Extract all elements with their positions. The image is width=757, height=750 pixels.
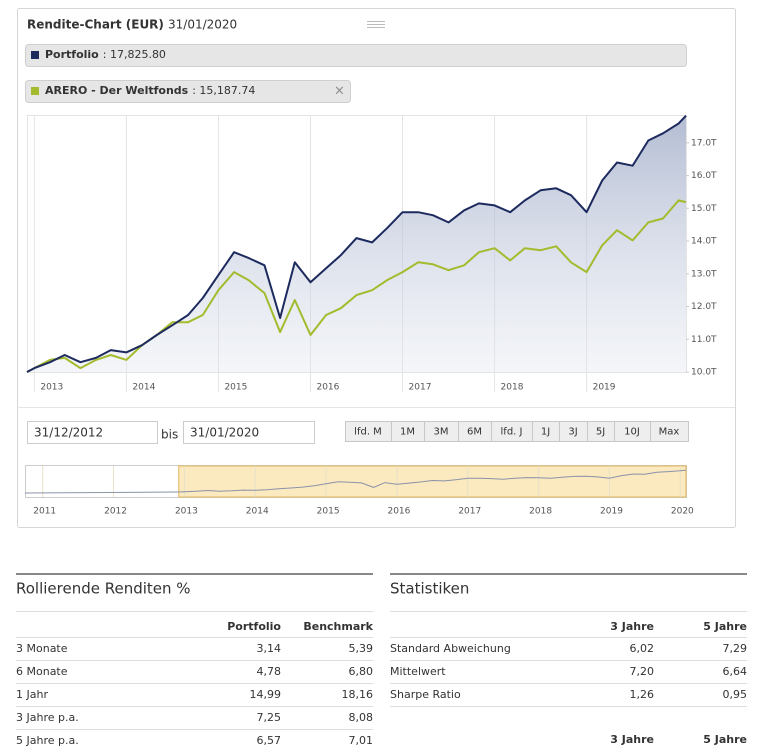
- navigator-tick-label: 2019: [600, 507, 623, 517]
- chart-title: Rendite-Chart (EUR): [27, 18, 164, 32]
- legend-swatch: [31, 51, 39, 59]
- range-button-label: 5J: [596, 427, 605, 438]
- x-tick-label: 2015: [224, 383, 247, 393]
- y-tick-label: 16.0T: [691, 171, 717, 181]
- navigator-tick-label: 2020: [671, 507, 694, 517]
- x-tick-label: 2017: [409, 383, 432, 393]
- row-label: 3 Jahre p.a.: [16, 711, 79, 724]
- column-header: 5 Jahre: [703, 733, 747, 746]
- range-button-label: 1J: [541, 427, 550, 438]
- navigator-tick-label: 2013: [175, 507, 198, 517]
- table-value: 1,26: [630, 688, 655, 701]
- table-value: 8,08: [349, 711, 374, 724]
- x-tick-label: 2013: [40, 383, 63, 393]
- y-tick-label: 12.0T: [691, 302, 717, 312]
- range-button-label: 10J: [624, 427, 640, 438]
- table-title: Rollierende Renditen %: [16, 580, 191, 598]
- row-label: Sharpe Ratio: [390, 688, 461, 701]
- to-date: 31/01/2020: [190, 426, 259, 440]
- legend-name: Portfolio: [45, 48, 99, 61]
- column-header: 3 Jahre: [610, 620, 654, 633]
- x-tick-label: 2019: [593, 383, 616, 393]
- navigator-tick-label: 2014: [246, 507, 269, 517]
- y-tick-label: 15.0T: [691, 204, 717, 214]
- separator-label: bis: [161, 428, 178, 442]
- from-date: 31/12/2012: [34, 426, 103, 440]
- legend-swatch: [31, 87, 39, 95]
- date-input[interactable]: [183, 421, 315, 444]
- navigator-tick-label: 2015: [317, 507, 340, 517]
- legend-value: : 15,187.74: [192, 84, 255, 97]
- table-value: 14,99: [250, 688, 282, 701]
- x-tick-label: 2018: [501, 383, 524, 393]
- column-header: 3 Jahre: [610, 733, 654, 746]
- column-header: Benchmark: [303, 620, 373, 633]
- table-value: 6,02: [630, 642, 655, 655]
- legend-name: ARERO - Der Weltfonds: [45, 84, 189, 97]
- table-value: 6,57: [257, 734, 282, 747]
- date-input[interactable]: [27, 421, 158, 444]
- table-value: 4,78: [257, 665, 282, 678]
- row-label: Mittelwert: [390, 665, 446, 678]
- table-value: 7,01: [349, 734, 374, 747]
- range-button-label: 1M: [400, 427, 415, 438]
- x-tick-label: 2014: [132, 383, 155, 393]
- column-header: 5 Jahre: [703, 620, 747, 633]
- range-button-label: Max: [659, 427, 680, 438]
- area: [27, 115, 686, 372]
- chart-date: 31/01/2020: [168, 18, 237, 32]
- navigator-flat: [24, 491, 179, 494]
- y-tick-label: 11.0T: [691, 335, 717, 345]
- close-icon[interactable]: ×: [334, 84, 345, 99]
- y-tick-label: 17.0T: [691, 138, 717, 148]
- x-tick-label: 2016: [316, 383, 339, 393]
- y-tick-label: 14.0T: [691, 237, 717, 247]
- table-value: 0,95: [723, 688, 748, 701]
- column-header: Portfolio: [227, 620, 281, 633]
- range-button-label: 3M: [434, 427, 449, 438]
- y-tick-label: 10.0T: [691, 368, 717, 378]
- table-value: 6,80: [349, 665, 374, 678]
- navigator-selection: [178, 465, 687, 498]
- series-line: [26, 115, 687, 373]
- table-value: 5,39: [349, 642, 374, 655]
- navigator-line: [178, 469, 687, 493]
- navigator-tick-label: 2018: [529, 507, 552, 517]
- legend-box[interactable]: [25, 44, 687, 67]
- drag-handle[interactable]: [367, 21, 385, 28]
- range-button-label: 6M: [467, 427, 482, 438]
- row-label: 1 Jahr: [16, 688, 48, 701]
- table-value: 7,25: [257, 711, 282, 724]
- table-value: 7,20: [630, 665, 655, 678]
- legend-value: : 17,825.80: [103, 48, 166, 61]
- navigator-tick-label: 2017: [458, 507, 481, 517]
- range-button-label: 3J: [568, 427, 577, 438]
- table-value: 7,29: [723, 642, 748, 655]
- row-label: 5 Jahre p.a.: [16, 734, 79, 747]
- row-label: Standard Abweichung: [390, 642, 511, 655]
- navigator-tick-label: 2016: [387, 507, 410, 517]
- table-title: Statistiken: [390, 580, 469, 598]
- legend-box[interactable]: [25, 80, 351, 103]
- row-label: 3 Monate: [16, 642, 68, 655]
- navigator-tick-label: 2012: [104, 507, 127, 517]
- range-button[interactable]: [650, 421, 689, 442]
- range-button-label: lfd. J: [501, 427, 523, 438]
- y-tick-label: 13.0T: [691, 269, 717, 279]
- range-button-label: lfd. M: [354, 427, 382, 438]
- series-line: [26, 199, 687, 373]
- row-label: 6 Monate: [16, 665, 68, 678]
- navigator-tick-label: 2011: [33, 507, 56, 517]
- table-value: 18,16: [342, 688, 374, 701]
- table-value: 3,14: [257, 642, 282, 655]
- plot-frame: [27, 115, 687, 373]
- table-value: 6,64: [723, 665, 748, 678]
